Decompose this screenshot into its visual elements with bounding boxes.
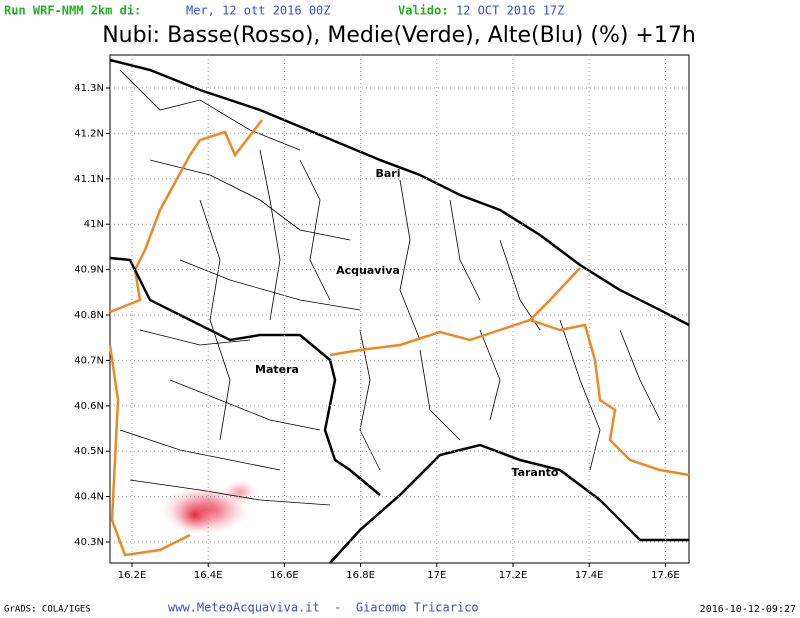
lon-label: 17.4E: [575, 570, 604, 581]
lat-label: 40.4N: [74, 492, 104, 503]
footer-software: GrADS: COLA/IGES: [4, 605, 91, 615]
cloud-patch: [222, 480, 258, 504]
map: [108, 54, 690, 564]
city-label: Taranto: [511, 466, 558, 479]
lon-label: 17.2E: [499, 570, 528, 581]
lon-label: 17.6E: [651, 570, 680, 581]
lat-label: 41.2N: [74, 128, 104, 139]
lon-label: 16.2E: [118, 570, 147, 581]
lat-label: 40.3N: [74, 537, 104, 548]
municipal-borders: [119, 69, 661, 506]
lat-label: 40.6N: [74, 401, 104, 412]
coastline-and-provinces: [109, 58, 690, 564]
city-label: Bari: [375, 167, 400, 180]
lon-label: 17E: [427, 570, 446, 581]
run-label: Run WRF-NMM 2km di:: [4, 4, 141, 18]
run-date: Mer, 12 ott 2016 00Z: [186, 4, 331, 18]
lon-label: 16.8E: [346, 570, 375, 581]
valid-date: 12 OCT 2016 17Z: [456, 4, 564, 18]
city-label: Acquaviva: [336, 264, 400, 277]
lat-label: 40.5N: [74, 446, 104, 457]
lon-label: 16.6E: [270, 570, 299, 581]
regional-borders: [108, 119, 690, 557]
title: Nubi: Basse(Rosso), Medie(Verde), Alte(B…: [102, 23, 696, 48]
lat-label: 41.1N: [74, 174, 104, 185]
lat-label: 41.3N: [74, 83, 104, 94]
city-label: Matera: [255, 363, 299, 376]
lat-label: 40.9N: [74, 265, 104, 276]
cloud-patch: [173, 497, 217, 533]
valid-label: Valido:: [398, 4, 449, 18]
lat-label: 41N: [84, 219, 104, 230]
footer-timestamp: 2016-10-12-09:27: [700, 604, 796, 615]
lat-label: 40.8N: [74, 310, 104, 321]
lat-label: 40.7N: [74, 355, 104, 366]
footer-credit: www.MeteoAcquaviva.it - Giacomo Tricaric…: [168, 601, 479, 615]
map-frame: [109, 54, 690, 564]
lon-label: 16.4E: [194, 570, 223, 581]
